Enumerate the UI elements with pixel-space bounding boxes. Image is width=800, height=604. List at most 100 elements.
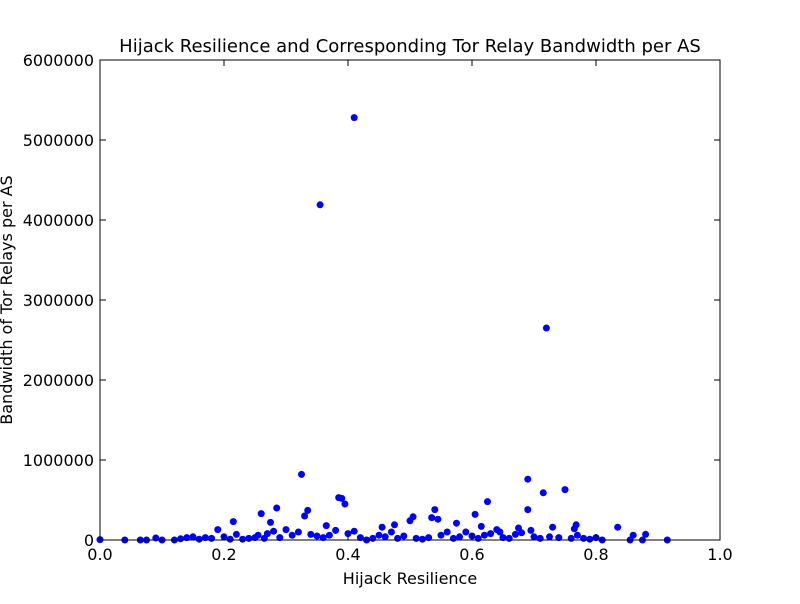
x-tick-label: 0.6 (459, 545, 484, 564)
data-point (356, 534, 364, 542)
y-axis-label: Bandwidth of Tor Relays per AS (0, 175, 16, 424)
data-point (573, 531, 581, 539)
data-point (263, 530, 271, 538)
data-point (431, 506, 439, 514)
data-point (505, 534, 513, 542)
data-point (549, 523, 557, 531)
data-point (412, 534, 420, 542)
data-point (214, 526, 222, 534)
data-point (437, 531, 445, 539)
x-tick-label: 0.0 (87, 545, 112, 564)
data-point (229, 518, 237, 526)
data-point (546, 533, 553, 541)
data-point (381, 533, 389, 541)
data-point (232, 530, 240, 538)
data-point (201, 534, 209, 542)
x-tick-label: 0.8 (583, 545, 608, 564)
data-point (474, 534, 482, 542)
data-point (456, 533, 464, 541)
data-point (518, 529, 526, 537)
data-point (425, 534, 433, 542)
data-point (267, 518, 274, 526)
data-point (245, 534, 253, 542)
data-point (428, 514, 436, 522)
data-point (226, 535, 234, 543)
data-point (350, 114, 358, 122)
data-point (195, 535, 203, 543)
data-point (580, 534, 588, 542)
x-tick-label: 0.4 (335, 545, 360, 564)
data-point (542, 324, 550, 332)
data-point (276, 534, 284, 542)
data-point (524, 475, 532, 483)
data-point (307, 530, 315, 538)
data-point (319, 534, 327, 542)
data-point (530, 533, 538, 541)
chart-title: Hijack Resilience and Corresponding Tor … (119, 36, 701, 57)
data-point (586, 535, 594, 543)
data-point (527, 526, 535, 534)
data-point (341, 500, 349, 508)
data-point (394, 534, 402, 542)
data-point (536, 534, 544, 542)
data-point (254, 531, 262, 539)
data-point (496, 528, 504, 536)
data-point (313, 532, 321, 540)
data-point (273, 504, 281, 512)
data-point (316, 201, 324, 209)
data-point (409, 513, 417, 521)
data-point (301, 512, 309, 520)
data-point (462, 528, 470, 536)
data-point (642, 530, 650, 538)
data-point (325, 531, 333, 539)
data-point (177, 535, 185, 543)
data-point (298, 470, 305, 478)
data-point (344, 530, 352, 538)
data-point (443, 528, 451, 536)
y-ticks-layer: 0 1000000 2000000 3000000 4000000 5000000 6000… (23, 51, 720, 550)
data-point (270, 527, 278, 535)
data-point (294, 528, 302, 536)
data-point (332, 526, 340, 534)
y-tick-label: 4000000 (23, 211, 94, 230)
y-tick-label: 3000000 (23, 291, 94, 310)
data-point (572, 521, 580, 529)
data-point (539, 489, 547, 497)
data-point (257, 510, 265, 518)
data-point (378, 523, 386, 531)
y-tick-label: 5000000 (23, 131, 94, 150)
data-point (561, 486, 569, 494)
data-point (369, 534, 377, 542)
y-tick-label: 1000000 (23, 451, 94, 470)
data-point (391, 521, 398, 529)
data-point (484, 498, 491, 506)
data-point (434, 515, 442, 523)
data-point (614, 523, 622, 531)
y-tick-label: 0 (84, 531, 94, 550)
data-point (400, 532, 408, 540)
data-point (350, 527, 358, 535)
y-tick-label: 6000000 (23, 51, 94, 70)
data-point (629, 531, 637, 539)
x-axis-label: Hijack Resilience (343, 569, 477, 588)
data-point (239, 535, 247, 543)
data-point (183, 534, 191, 542)
data-point (322, 522, 330, 530)
data-point (555, 534, 563, 542)
data-point (208, 534, 216, 542)
data-point (453, 519, 460, 527)
data-point (387, 528, 395, 536)
data-point (499, 534, 507, 542)
data-point (511, 530, 519, 538)
x-tick-label: 0.2 (211, 545, 236, 564)
data-point (304, 506, 312, 514)
x-tick-label: 1.0 (707, 545, 732, 564)
data-point (189, 533, 197, 541)
data-point (288, 531, 296, 539)
data-point (418, 535, 426, 543)
data-point (338, 494, 346, 502)
data-point (449, 534, 457, 542)
